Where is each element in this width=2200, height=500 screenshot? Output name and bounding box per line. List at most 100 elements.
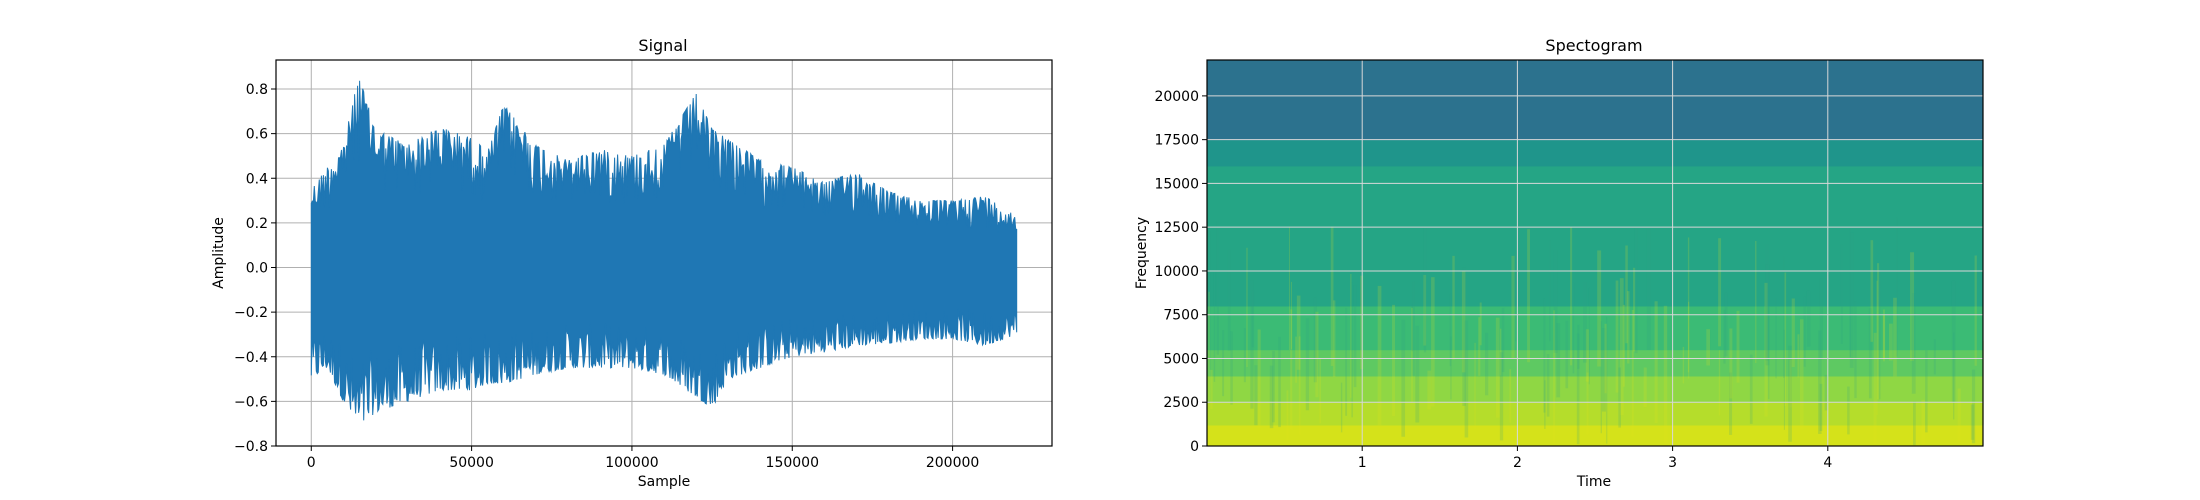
spectrogram-texture [1588, 287, 1590, 385]
spectrogram-texture [1849, 226, 1851, 358]
spectrogram-texture [1345, 307, 1348, 416]
spectrogram-texture [1784, 272, 1787, 407]
spectrogram-texture [1718, 350, 1721, 416]
spectrogram-texture [1876, 280, 1878, 415]
spectrogram-texture [1565, 320, 1569, 389]
signal-axes-frame [275, 59, 1053, 447]
spectrogram-texture [1298, 336, 1301, 435]
spectrogram-texture [1654, 301, 1658, 424]
spectrogram-texture [1910, 252, 1915, 361]
spectrogram-texture [1527, 229, 1530, 363]
spectrogram-texture [1286, 390, 1289, 440]
spectrogram-texture [1543, 298, 1546, 413]
spectrogram-texture [1824, 374, 1828, 411]
spectrogram-axes-frame [1206, 59, 1984, 447]
spectrogram-texture [1243, 328, 1246, 383]
spectrogram-y-tick-label: 17500 [1154, 133, 1199, 149]
spectrogram-texture [1544, 380, 1546, 429]
spectrogram-texture [1415, 325, 1420, 423]
spectrogram-texture [1272, 350, 1275, 423]
signal-y-label: Amplitude [211, 217, 227, 289]
spectrogram-y-tick-label: 5000 [1163, 351, 1199, 367]
spectrogram-texture [1582, 281, 1587, 363]
signal-y-tick-label: 0.4 [246, 171, 268, 187]
spectrogram-texture [1401, 319, 1406, 437]
signal-waveform [310, 80, 1018, 421]
spectrogram-texture [1570, 227, 1573, 366]
spectrogram-texture [1601, 328, 1606, 412]
spectrogram-texture [1615, 280, 1619, 393]
spectrogram-texture [1723, 309, 1726, 364]
spectrogram-texture [1631, 309, 1634, 437]
spectrogram-texture [1450, 336, 1452, 400]
spectrogram-texture [1682, 346, 1685, 384]
spectrogram-texture [1353, 285, 1357, 388]
spectrogram-texture [1868, 308, 1872, 399]
signal-chart: Signal 0 50000 100000 150000 200000 −0.8 −0.6… [211, 36, 1053, 490]
spectrogram-texture [1377, 285, 1382, 426]
spectrogram-texture [1411, 307, 1413, 404]
spectrogram-texture [1340, 382, 1343, 433]
spectrogram-texture [1840, 244, 1843, 344]
spectrogram-texture [1208, 291, 1210, 401]
spectrogram-texture [1627, 291, 1630, 364]
signal-y-tick-label: −0.8 [234, 439, 268, 455]
spectrogram-texture [1933, 339, 1936, 375]
spectrogram-texture [1606, 316, 1608, 444]
spectrogram-y-tick-label: 0 [1190, 439, 1199, 455]
spectrogram-y-ticks: 0 2500 5000 7500 10000 12500 15000 17500 20000 [1154, 89, 1207, 455]
spectrogram-band [1207, 165, 1983, 307]
spectrogram-texture [1888, 323, 1893, 361]
signal-x-tick-label: 100000 [605, 455, 658, 471]
signal-y-tick-label: −0.4 [234, 350, 268, 366]
spectrogram-x-label: Time [1576, 474, 1611, 490]
spectrogram-texture [1775, 297, 1777, 379]
spectrogram-texture [1572, 282, 1575, 374]
spectrogram-texture [1646, 229, 1651, 351]
spectrogram-texture [1412, 281, 1415, 376]
spectrogram-texture [1251, 290, 1255, 348]
spectrogram-y-tick-label: 10000 [1154, 264, 1199, 280]
spectrogram-texture [1553, 250, 1558, 353]
spectrogram-texture [1768, 270, 1770, 400]
spectrogram-texture [1633, 267, 1636, 352]
spectrogram-texture [1222, 330, 1225, 397]
spectrogram-texture [1873, 332, 1877, 445]
spectrogram-texture [1462, 267, 1466, 406]
spectrogram-texture [1351, 282, 1353, 418]
spectrogram-y-tick-label: 20000 [1154, 89, 1199, 105]
signal-y-tick-label: 0.2 [246, 216, 268, 232]
spectrogram-x-tick-label: 3 [1668, 455, 1677, 471]
spectrogram-texture [1269, 365, 1274, 429]
spectrogram-texture [1893, 297, 1897, 377]
spectrogram-texture [1849, 232, 1854, 368]
spectrogram-texture [1296, 295, 1301, 370]
spectrogram-texture [1600, 321, 1602, 434]
spectrogram-chart: Spectogram 1 2 3 4 0 2500 5000 7500 10000 12500 1… [1134, 36, 1984, 490]
spectrogram-texture [1556, 323, 1561, 398]
spectrogram-title: Spectogram [1545, 36, 1642, 55]
spectrogram-texture [1485, 332, 1489, 396]
spectrogram-texture [1478, 317, 1481, 376]
spectrogram-texture [1765, 244, 1769, 361]
spectrogram-y-label: Frequency [1134, 217, 1150, 289]
spectrogram-texture [1586, 372, 1589, 435]
spectrogram-band [1207, 375, 1983, 403]
spectrogram-texture [1330, 226, 1334, 366]
signal-y-tick-label: 0.8 [246, 82, 268, 98]
spectrogram-texture [1246, 247, 1248, 368]
spectrogram-y-tick-label: 15000 [1154, 176, 1199, 192]
spectrogram-texture [1854, 301, 1857, 399]
spectrogram-texture [1749, 354, 1753, 424]
spectrogram-texture [1230, 331, 1233, 405]
spectrogram-texture [1254, 365, 1258, 426]
spectrogram-texture [1360, 275, 1364, 370]
signal-y-tick-label: 0.6 [246, 127, 268, 143]
spectrogram-texture [1449, 293, 1452, 367]
signal-y-tick-label: 0.0 [246, 261, 268, 277]
signal-y-ticks: −0.8 −0.6 −0.4 −0.2 0.0 0.2 0.4 0.6 0.8 [234, 82, 276, 455]
spectrogram-texture [1800, 319, 1804, 430]
signal-x-label: Sample [638, 474, 691, 490]
spectrogram-texture [1625, 245, 1628, 344]
signal-x-tick-label: 50000 [449, 455, 494, 471]
